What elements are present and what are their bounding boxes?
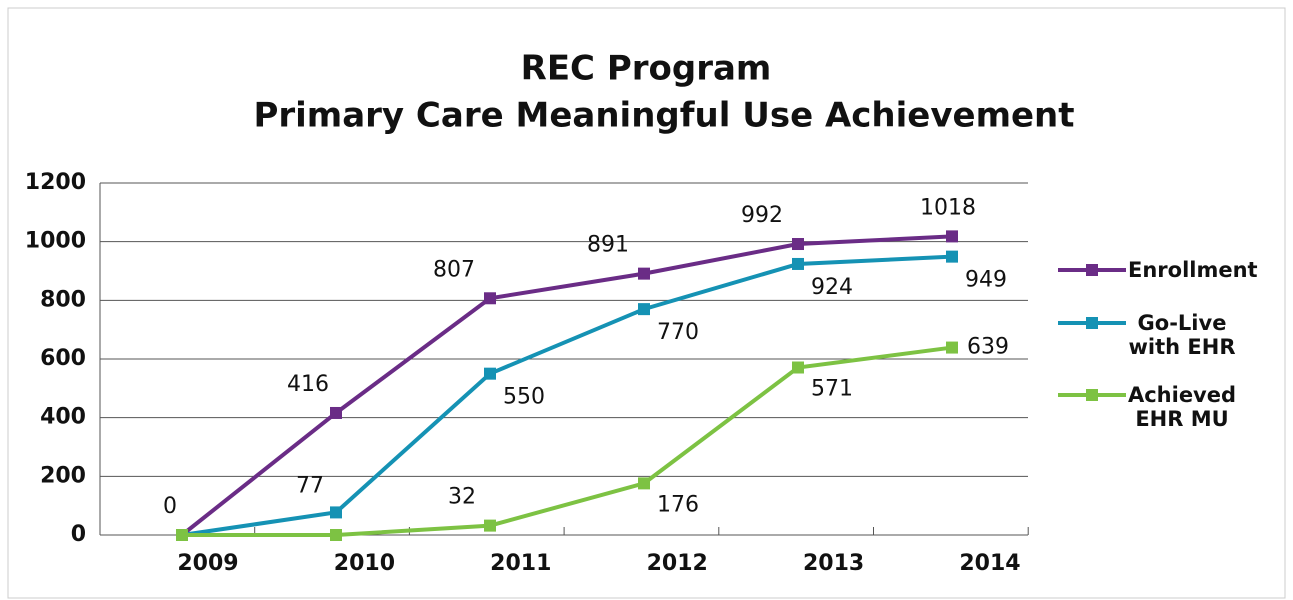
x-tick-label: 2012 <box>647 551 708 576</box>
data-label: 550 <box>503 385 545 410</box>
y-tick-label: 400 <box>40 405 86 430</box>
x-tick-label: 2010 <box>334 551 395 576</box>
x-tick-label: 2014 <box>959 551 1020 576</box>
point-marker <box>792 361 804 374</box>
data-label: 571 <box>811 377 853 402</box>
y-tick-label: 1000 <box>25 229 86 254</box>
point-marker <box>946 230 958 243</box>
point-marker <box>484 519 496 532</box>
point-marker <box>638 267 650 280</box>
y-tick-label: 1200 <box>25 170 86 195</box>
y-tick-label: 600 <box>40 346 86 371</box>
legend-marker <box>1086 317 1098 329</box>
y-tick-label: 0 <box>71 522 86 547</box>
data-label: 807 <box>433 257 475 282</box>
data-label: 0 <box>163 494 177 519</box>
legend-label: Enrollment <box>1128 258 1258 282</box>
series-line <box>181 254 953 537</box>
x-tick-label: 2009 <box>177 551 238 576</box>
data-label: 924 <box>811 275 853 300</box>
point-marker <box>330 406 342 419</box>
point-marker <box>638 477 650 490</box>
chart-subtitle: Primary Care Meaningful Use Achievement <box>253 96 1074 136</box>
point-marker <box>484 292 496 305</box>
point-marker <box>792 257 804 270</box>
data-label: 32 <box>448 485 476 510</box>
data-label: 949 <box>965 268 1007 293</box>
point-marker <box>484 367 496 380</box>
point-marker <box>946 250 958 263</box>
y-tick-label: 200 <box>40 463 86 488</box>
series-line <box>180 234 953 537</box>
data-label: 770 <box>657 320 699 345</box>
data-label: 639 <box>967 335 1009 360</box>
point-marker <box>330 506 342 519</box>
legend-marker <box>1086 389 1098 401</box>
legend-marker <box>1086 264 1098 276</box>
data-label: 992 <box>741 203 783 228</box>
chart-title: REC Program <box>521 49 772 89</box>
point-marker <box>638 303 650 316</box>
x-tick-label: 2011 <box>490 551 551 576</box>
point-marker <box>330 529 342 541</box>
data-label: 1018 <box>920 195 976 220</box>
point-marker <box>176 529 188 541</box>
data-label: 77 <box>296 473 324 498</box>
legend-label: Go-Live with EHR <box>1128 311 1236 359</box>
chart-border <box>7 7 1286 599</box>
data-label: 416 <box>287 372 329 397</box>
series-line <box>182 345 953 537</box>
legend-label: Achieved EHR MU <box>1127 383 1237 431</box>
x-tick-label: 2013 <box>803 551 864 576</box>
data-label: 176 <box>657 492 699 517</box>
data-label: 891 <box>587 233 629 258</box>
point-marker <box>792 238 804 251</box>
y-tick-label: 800 <box>40 287 86 312</box>
point-marker <box>946 341 958 354</box>
